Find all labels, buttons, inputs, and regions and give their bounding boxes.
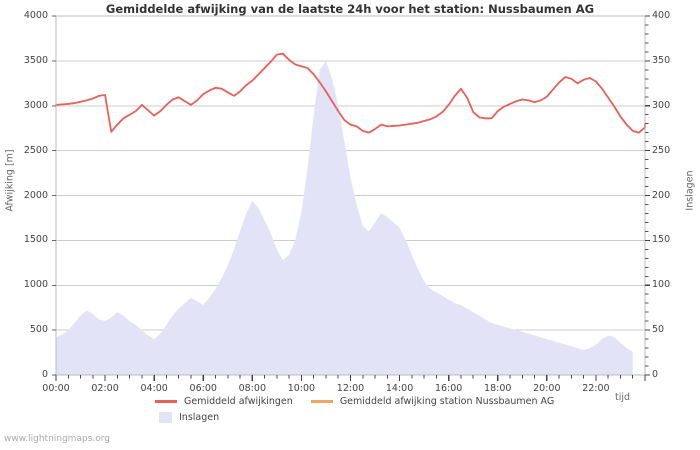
y-tick-label-right: 50 xyxy=(652,324,665,336)
y-tick-label-left: 4000 xyxy=(23,10,48,21)
y-tick-label-right: 150 xyxy=(652,234,671,246)
chart-title: Gemiddelde afwijking van de laatste 24h … xyxy=(105,2,595,16)
legend-item[interactable]: Gemiddeld afwijking station Nussbaumen A… xyxy=(310,396,555,407)
x-axis-label: tijd xyxy=(615,392,631,403)
x-tick-label: 18:00 xyxy=(484,383,512,394)
legend-item[interactable]: Inslagen xyxy=(155,412,219,423)
y-tick-label-right: 300 xyxy=(652,99,671,111)
y-tick-label-left: 2000 xyxy=(23,189,48,201)
x-tick-label: 14:00 xyxy=(385,383,414,394)
y-tick-label-right: 400 xyxy=(652,10,671,21)
y-tick-label-right: 350 xyxy=(652,54,671,66)
x-tick-label: 06:00 xyxy=(189,383,217,394)
y-tick-label-left: 1500 xyxy=(23,234,48,246)
x-tick-label: 12:00 xyxy=(336,383,365,394)
footer-attribution: www.lightningmaps.org xyxy=(4,434,110,444)
y-tick-label-left: 0 xyxy=(41,369,48,380)
y-tick-label-right: 250 xyxy=(652,144,671,156)
area-series-inslagen xyxy=(56,60,633,375)
y-tick-label-left: 3000 xyxy=(23,99,48,111)
x-tick-label: 00:00 xyxy=(42,383,70,394)
y-tick-label-left: 3500 xyxy=(23,54,48,66)
legend-area-swatch xyxy=(159,412,172,423)
x-tick-label: 20:00 xyxy=(533,383,561,394)
legend-label: Inslagen xyxy=(179,412,220,423)
y-tick-label-left: 1000 xyxy=(23,279,48,291)
line-series-deviation xyxy=(55,52,646,134)
y-tick-label-right: 200 xyxy=(652,189,671,201)
y-tick-label-right: 0 xyxy=(652,369,659,380)
x-tick-label: 22:00 xyxy=(582,383,610,394)
legend-item[interactable]: Gemiddeld afwijkingen xyxy=(155,396,293,407)
x-tick-label: 10:00 xyxy=(287,383,316,394)
legend-line-marker xyxy=(310,400,333,403)
x-tick-label: 16:00 xyxy=(434,383,463,394)
legend-label: Gemiddeld afwijkingen xyxy=(184,396,293,407)
legend-row-area: Inslagen xyxy=(155,412,237,423)
x-tick-label: 08:00 xyxy=(238,383,267,394)
x-tick-label: 02:00 xyxy=(91,383,119,394)
y-tick-label-right: 100 xyxy=(652,279,671,291)
y-tick-label-left: 2500 xyxy=(23,144,48,156)
y-tick-label-left: 500 xyxy=(29,324,48,336)
x-tick-label: 04:00 xyxy=(140,383,168,394)
legend-row-lines: Gemiddeld afwijkingen Gemiddeld afwijking… xyxy=(155,396,572,407)
legend-label: Gemiddeld afwijking station Nussbaumen A… xyxy=(339,396,555,407)
legend-line-marker xyxy=(155,400,177,403)
